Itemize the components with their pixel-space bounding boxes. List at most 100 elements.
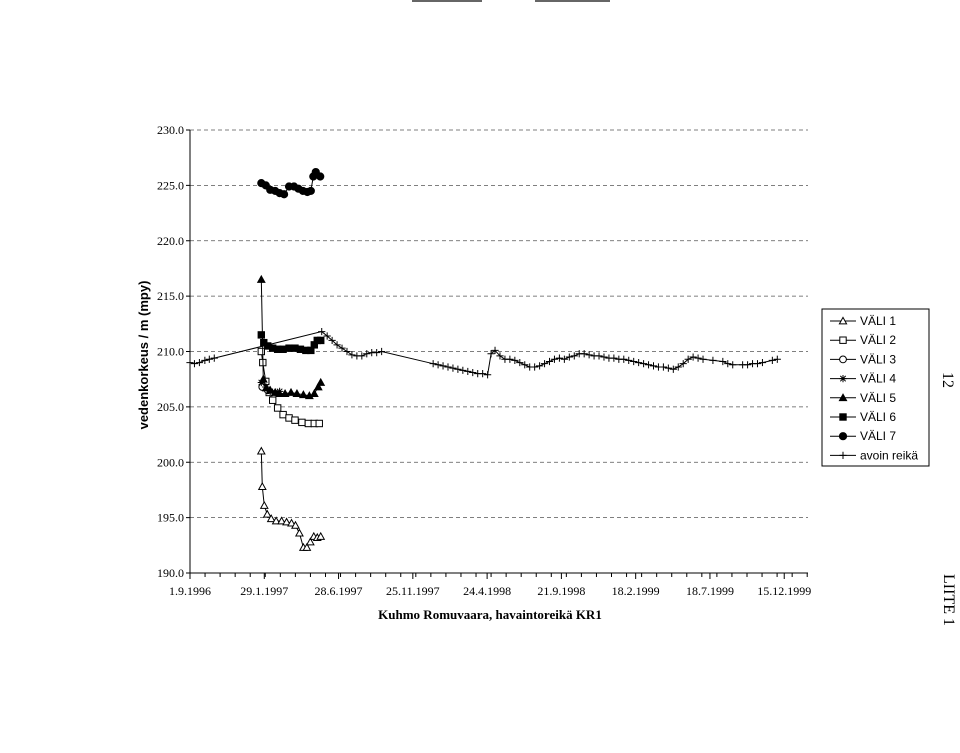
data-point [277, 516, 287, 525]
data-point [292, 388, 302, 397]
data-point [709, 356, 717, 364]
series-v-li-5 [256, 274, 326, 400]
y-tick-label: 215.0 [157, 289, 184, 303]
data-point [649, 362, 658, 370]
data-point [469, 368, 477, 377]
data-point [684, 355, 692, 363]
data-point [318, 327, 326, 336]
data-point [464, 367, 472, 376]
data-point [373, 349, 381, 357]
legend-label-v-li-4: VÄLI 4 [860, 372, 896, 386]
legend-label-v-li-5: VÄLI 5 [860, 391, 896, 405]
data-point [516, 358, 524, 367]
x-tick-label: 28.6.1997 [315, 584, 363, 598]
legend-label-avoin-reik: avoin reikä [860, 448, 918, 462]
x-tick-labels: 1.9.1996 29.1.1997 28.6.1997 25.11.1997 24.4… [169, 584, 811, 598]
data-point [773, 355, 781, 363]
top-scan-rule-right [535, 0, 610, 2]
legend-marker-v-li-5 [838, 393, 848, 402]
series-line-v-li-5 [260, 279, 322, 397]
data-point [531, 363, 539, 371]
data-point [768, 356, 776, 364]
data-point [565, 353, 573, 361]
data-point [282, 517, 292, 526]
data-point [689, 353, 697, 361]
legend-label-v-li-7: VÄLI 7 [860, 429, 896, 443]
data-point [190, 360, 199, 368]
data-point [348, 351, 356, 359]
data-point [580, 350, 588, 358]
series-v-li-7 [257, 167, 325, 199]
data-point [205, 355, 213, 363]
data-point [285, 414, 293, 422]
data-point [275, 388, 285, 397]
legend-label-v-li-1: VÄLI 1 [860, 314, 896, 328]
data-point [291, 416, 299, 424]
y-tick-label: 220.0 [157, 234, 184, 248]
legend-marker-v-li-2 [839, 336, 847, 344]
x-tick-label: 29.1.1997 [240, 584, 288, 598]
legend-box [821, 308, 930, 467]
data-point [313, 382, 323, 391]
series-line-v-li-1 [260, 451, 321, 549]
x-tick-label: 25.11.1997 [386, 584, 440, 598]
legend-marker-avoin-reik [839, 451, 847, 459]
data-point [280, 388, 290, 397]
data-point [429, 360, 437, 368]
y-tick-label: 230.0 [157, 123, 184, 137]
data-point [664, 364, 672, 372]
data-point [265, 385, 275, 394]
data-point [257, 481, 267, 490]
data-point [279, 410, 287, 419]
data-point [294, 528, 304, 537]
legend-label-v-li-6: VÄLI 6 [860, 410, 896, 424]
page-number: 12 [939, 372, 956, 388]
data-point [644, 361, 653, 369]
x-axis-label: Kuhmo Romuvaara, havaintoreikä KR1 [378, 607, 602, 622]
x-tick-label: 15.12.1999 [757, 584, 811, 598]
data-point [270, 387, 280, 396]
data-point [378, 347, 386, 356]
y-tick-label: 200.0 [157, 455, 184, 469]
data-point [536, 362, 544, 370]
data-point [753, 360, 762, 368]
data-point [257, 331, 266, 339]
data-point [659, 363, 668, 371]
data-point [521, 361, 529, 369]
data-point [669, 365, 677, 373]
data-point [555, 354, 564, 362]
data-point [610, 354, 618, 362]
data-point [496, 352, 504, 360]
data-point [304, 419, 313, 428]
data-point [279, 190, 289, 199]
data-point [195, 358, 204, 367]
data-point [625, 356, 633, 364]
x-tick-label: 18.7.1999 [686, 584, 734, 598]
data-point [305, 537, 315, 546]
legend-marker-v-li-7 [838, 432, 848, 441]
data-point [454, 365, 462, 373]
data-point [315, 419, 323, 428]
data-point [302, 542, 312, 551]
legend-marker-v-li-4 [839, 375, 847, 383]
top-scan-rule-left [412, 0, 482, 2]
y-tick-label: 225.0 [157, 178, 184, 192]
data-point [268, 396, 277, 404]
data-point [729, 361, 737, 369]
data-point [439, 362, 447, 370]
data-point [491, 346, 499, 354]
data-point [317, 336, 325, 345]
legend: VÄLI 1 VÄLI 2 VÄLI 3 VÄLI 4 VÄLI 5 VÄLI 6 VÄLI… [821, 308, 930, 467]
x-tick-label: 18.2.1999 [612, 584, 660, 598]
plot-area [186, 167, 781, 551]
y-tick-label: 205.0 [157, 400, 184, 414]
data-point [306, 186, 315, 196]
data-point [333, 341, 341, 349]
y-tick-label: 190.0 [157, 566, 184, 580]
y-axis-label: vedenkorkeus / m (mpy) [136, 281, 151, 430]
data-point [287, 518, 296, 527]
data-point [459, 366, 467, 374]
legend-marker-v-li-3 [839, 355, 847, 364]
data-point [279, 345, 287, 353]
